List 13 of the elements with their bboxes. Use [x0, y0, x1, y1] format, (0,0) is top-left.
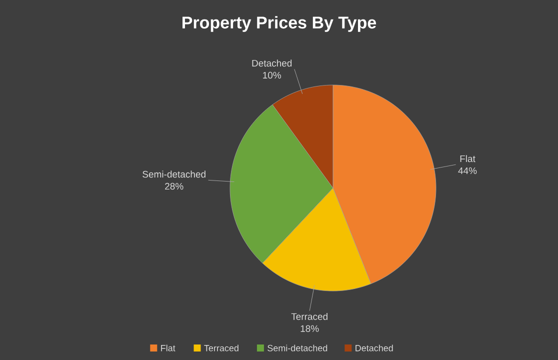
legend-label: Detached: [356, 344, 393, 352]
data-label: 10%: [263, 72, 282, 79]
data-label: 44%: [458, 167, 477, 174]
legend-label: Flat: [161, 344, 176, 352]
slice-label: Semi-detached: [142, 170, 206, 178]
slice-label: Detached: [252, 60, 292, 67]
legend-label: Semi-detached: [268, 344, 328, 352]
chart-title: Property Prices By Type: [182, 16, 376, 32]
slice-label: Terraced: [291, 312, 328, 320]
data-label: 28%: [165, 182, 184, 190]
legend-label: Terraced: [204, 344, 238, 352]
slice-label: Flat: [460, 155, 476, 162]
data-label: 18%: [300, 325, 319, 332]
